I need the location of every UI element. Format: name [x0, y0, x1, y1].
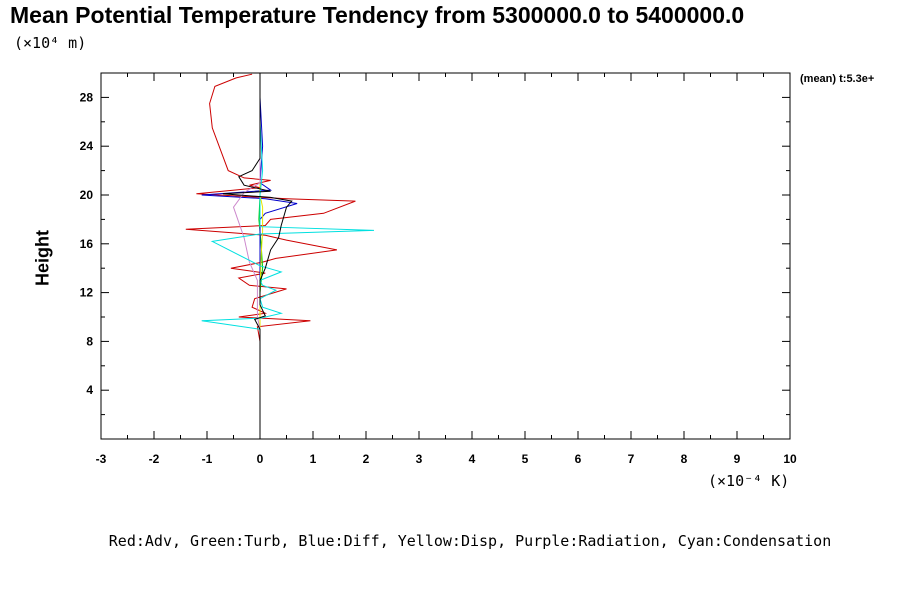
series-adv [185, 73, 356, 439]
y-tick-label: 24 [80, 139, 94, 153]
plot-frame [100, 72, 791, 440]
x-tick-label: 6 [575, 452, 582, 466]
series-radiation [232, 73, 261, 439]
x-tick-label: 10 [783, 452, 797, 466]
y-tick-label: 20 [80, 188, 94, 202]
x-tick-label: 2 [363, 452, 370, 466]
x-tick-label: 7 [628, 452, 635, 466]
y-tick-label: 28 [80, 90, 94, 104]
series-lines [185, 73, 375, 439]
x-tick-label: -3 [96, 452, 107, 466]
x-tick-label: 0 [257, 452, 264, 466]
y-tick-label: 4 [86, 383, 93, 397]
x-tick-label: 8 [681, 452, 688, 466]
x-tick-label: 9 [734, 452, 741, 466]
x-tick-label: 1 [310, 452, 317, 466]
x-tick-label: 4 [469, 452, 476, 466]
time-label: (mean) t:5.3e+ [800, 73, 875, 85]
series-condensation [201, 73, 375, 439]
legend: Red:Adv, Green:Turb, Blue:Diff, Yellow:D… [108, 532, 832, 550]
chart-title: Mean Potential Temperature Tendency from… [10, 2, 745, 28]
series-diff [201, 73, 298, 439]
y-tick-label: 8 [86, 334, 93, 348]
x-tick-label: 3 [416, 452, 423, 466]
y-tick-label: 16 [80, 237, 94, 251]
x-tick-label: -1 [202, 452, 213, 466]
y-tick-label: 12 [80, 286, 94, 300]
x-tick-label: -2 [149, 452, 160, 466]
series-total [222, 73, 293, 439]
x-axis-unit: (×10⁻⁴ K) [708, 472, 790, 490]
y-axis-unit: (×10⁴ m) [14, 34, 87, 52]
x-tick-label: 5 [522, 452, 529, 466]
